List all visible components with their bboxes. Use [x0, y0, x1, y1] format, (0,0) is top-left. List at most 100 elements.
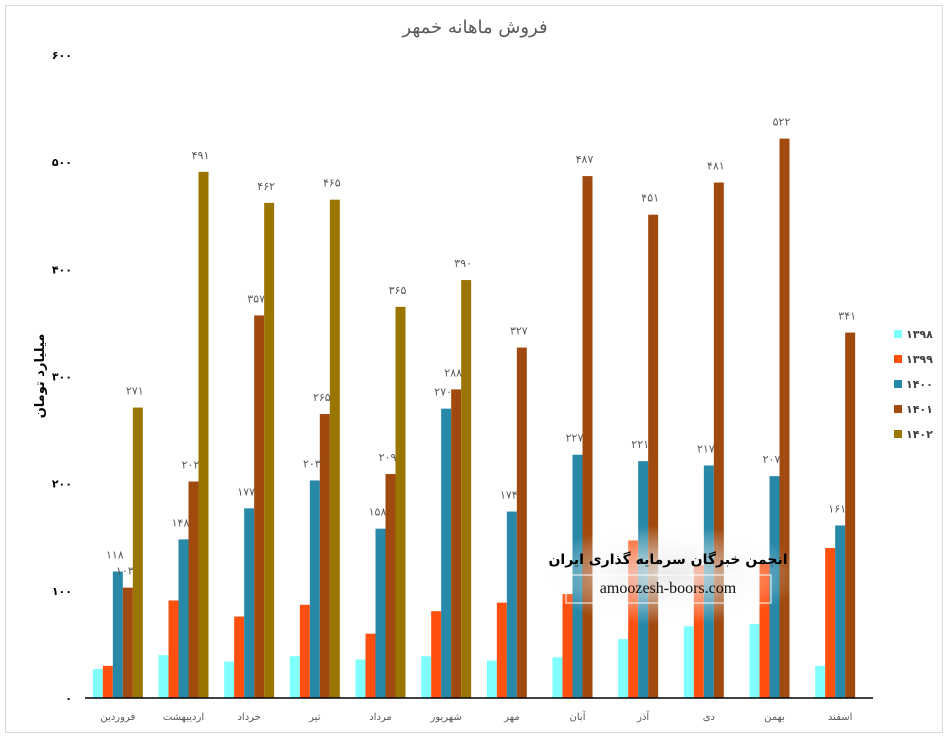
bars: [92, 138, 856, 699]
x-category-label: فروردین: [100, 712, 135, 723]
bar-۱۴۰۰: [375, 528, 386, 698]
data-label: ۱۴۸: [172, 516, 190, 529]
bar-۱۴۰۱: [648, 214, 659, 698]
legend-swatch: [894, 405, 902, 413]
bar-۱۴۰۰: [244, 508, 255, 698]
bar-۱۴۰۱: [254, 315, 265, 698]
data-label: ۲۶۵: [313, 391, 331, 404]
bar-۱۳۹۸: [224, 661, 235, 698]
bar-۱۳۹۹: [168, 600, 179, 698]
bar-۱۴۰۲: [198, 171, 209, 699]
data-label: ۳۶۵: [389, 284, 407, 297]
legend-swatch: [894, 380, 902, 388]
data-label: ۲۰۹: [379, 451, 397, 464]
bar-۱۳۹۹: [562, 594, 573, 698]
bar-۱۳۹۹: [759, 564, 770, 698]
y-tick-label: ۰: [65, 692, 72, 705]
data-label: ۲۷۰: [434, 386, 452, 399]
x-category-label: تیر: [308, 712, 321, 723]
bar-۱۴۰۰: [178, 539, 189, 698]
data-label: ۵۲۲: [773, 116, 791, 129]
data-label: ۴۹۱: [192, 149, 210, 162]
legend-swatch: [894, 355, 902, 363]
bar-۱۳۹۸: [552, 657, 563, 698]
legend-swatch: [894, 430, 902, 438]
bar-۱۴۰۲: [329, 199, 340, 699]
x-category-label: آبان: [570, 710, 587, 723]
bar-۱۳۹۸: [92, 669, 103, 698]
bar-۱۳۹۸: [158, 655, 169, 698]
data-label: ۲۰۳: [303, 457, 321, 470]
legend-label: ۱۴۰۱: [906, 403, 933, 416]
data-label: ۲۸۸: [444, 366, 462, 379]
bar-۱۴۰۰: [112, 571, 123, 698]
x-category-label: دی: [703, 712, 715, 723]
data-label: ۲۱۷: [697, 442, 715, 455]
y-tick-label: ۱۰۰: [52, 585, 72, 598]
bar-۱۳۹۸: [618, 639, 629, 698]
data-label: ۱۷۴: [500, 489, 518, 502]
data-label: ۱۵۸: [369, 506, 387, 519]
bar-۱۴۰۱: [122, 587, 133, 698]
data-label: ۲۷۱: [126, 385, 144, 398]
bar-۱۳۹۹: [299, 604, 310, 698]
data-label: ۴۸۱: [707, 160, 725, 173]
bar-۱۳۹۹: [496, 602, 507, 698]
bar-۱۳۹۹: [234, 616, 245, 698]
bar-۱۴۰۱: [385, 474, 396, 698]
data-label: ۴۶۵: [323, 177, 341, 190]
x-category-label: خرداد: [237, 712, 260, 723]
x-category-label: مرداد: [369, 712, 392, 723]
bar-۱۴۰۰: [506, 511, 517, 698]
bar-۱۴۰۲: [461, 280, 472, 698]
legend-label: ۱۳۹۹: [906, 353, 933, 366]
data-label: ۳۲۷: [510, 325, 528, 338]
data-label: ۳۹۰: [454, 257, 472, 270]
x-category-label: بهمن: [764, 712, 785, 723]
data-label: ۲۰۲: [182, 459, 200, 472]
bar-۱۴۰۱: [319, 414, 330, 698]
bar-۱۳۹۹: [365, 633, 376, 698]
bar-۱۴۰۱: [779, 138, 790, 699]
data-label: ۳۴۱: [838, 310, 856, 323]
x-category-label: شهریور: [430, 712, 462, 723]
bar-۱۳۹۹: [825, 547, 836, 698]
bar-۱۳۹۸: [421, 656, 432, 698]
x-category-label: اسفند: [828, 712, 852, 723]
x-category-label: اردیبهشت: [163, 712, 204, 723]
bar-۱۳۹۸: [289, 656, 300, 698]
data-label: ۲۲۷: [566, 432, 584, 445]
bar-۱۳۹۹: [431, 611, 442, 698]
watermark-box: [565, 574, 772, 604]
bar-۱۳۹۸: [815, 665, 826, 698]
bar-۱۳۹۸: [486, 660, 497, 698]
y-tick-label: ۲۰۰: [52, 478, 72, 491]
legend-label: ۱۴۰۲: [906, 428, 933, 441]
data-labels: ۱۱۸ ۱۰۳ ۲۷۱ ۱۴۸ ۲۰۲ ۴۹۱ ۱۷۷ ۳۵۷ ۴۶۲ ۲۰۳ ۲۶۵ ۴۶۵ ۱۵۸ ۲…: [106, 116, 856, 578]
y-tick-label: ۴۰۰: [52, 263, 72, 276]
legend: ۱۳۹۸ ۱۳۹۹ ۱۴۰۰ ۱۴۰۱ ۱۴۰۲: [894, 328, 933, 441]
data-label: ۴۵۱: [641, 192, 659, 205]
legend-swatch: [894, 330, 902, 338]
bar-۱۴۰۰: [835, 525, 846, 698]
y-tick-label: ۶۰۰: [52, 49, 72, 62]
bar-۱۳۹۸: [355, 659, 366, 698]
watermark: انجمن خبرگان سرمایه گذاری ایران amoozesh…: [533, 525, 803, 625]
y-tick-label: ۵۰۰: [52, 156, 72, 169]
data-label: ۱۷۷: [237, 485, 255, 498]
bar-۱۴۰۱: [516, 347, 527, 698]
bar-۱۴۰۰: [441, 408, 452, 698]
data-label: ۲۲۱: [631, 438, 649, 451]
bar-۱۳۹۹: [102, 665, 113, 698]
bar-۱۴۰۱: [188, 481, 199, 698]
x-axis-categories: فروردین اردیبهشت خرداد تیر مرداد شهریور مهر آبا…: [100, 710, 852, 723]
y-axis-label: میلیارد تومان: [33, 334, 48, 419]
bar-۱۴۰۱: [713, 182, 724, 699]
bar-۱۴۰۱: [451, 389, 462, 698]
bar-۱۴۰۲: [264, 202, 275, 698]
x-category-label: مهر: [503, 712, 519, 723]
data-label: ۳۵۷: [247, 292, 265, 305]
bar-۱۳۹۹: [693, 565, 704, 698]
x-category-label: آذر: [636, 710, 650, 723]
